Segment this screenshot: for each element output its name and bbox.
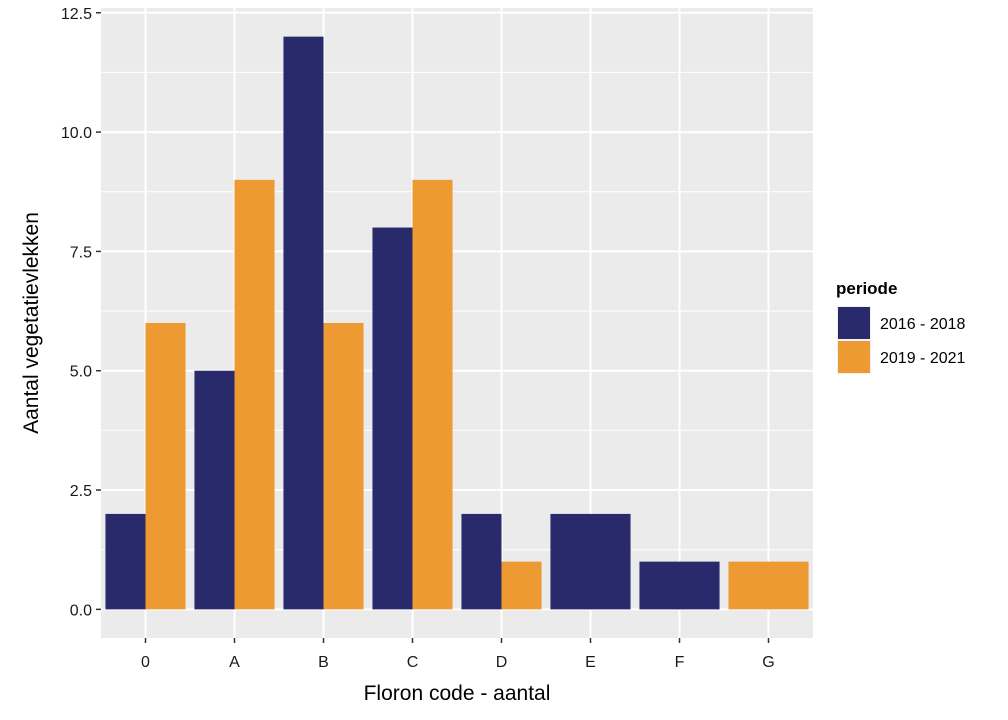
x-axis: 0 A B C D E F G bbox=[141, 638, 775, 671]
x-tick-label: A bbox=[229, 654, 240, 671]
y-tick-label: 10.0 bbox=[61, 125, 92, 142]
bar-C-2019-2021 bbox=[412, 179, 453, 610]
y-axis-title: Aantal vegetatievlekken bbox=[20, 212, 43, 434]
bar-E-2016-2018 bbox=[550, 513, 631, 610]
legend-label: 2016 - 2018 bbox=[880, 316, 966, 333]
x-tick-label: D bbox=[496, 654, 508, 671]
x-axis-title: Floron code - aantal bbox=[364, 682, 551, 705]
y-tick-label: 2.5 bbox=[70, 483, 92, 500]
y-tick-label: 7.5 bbox=[70, 244, 92, 261]
bar-A-2019-2021 bbox=[234, 179, 275, 610]
legend-label: 2019 - 2021 bbox=[880, 350, 966, 367]
x-tick-label: E bbox=[585, 654, 596, 671]
bar-0-2016-2018 bbox=[105, 513, 146, 610]
bar-C-2016-2018 bbox=[372, 227, 413, 610]
bar-A-2016-2018 bbox=[194, 370, 235, 610]
bar-B-2016-2018 bbox=[283, 36, 324, 610]
bar-D-2016-2018 bbox=[461, 513, 502, 610]
legend-title: periode bbox=[836, 279, 897, 298]
x-tick-label: 0 bbox=[141, 654, 150, 671]
x-tick-label: G bbox=[762, 654, 774, 671]
y-axis: 0.0 2.5 5.0 7.5 10.0 12.5 bbox=[61, 6, 101, 619]
legend-swatch bbox=[838, 307, 870, 339]
bar-0-2019-2021 bbox=[145, 323, 186, 610]
bar-G-2019-2021 bbox=[728, 561, 809, 610]
x-tick-label: C bbox=[407, 654, 419, 671]
legend-swatch bbox=[838, 341, 870, 373]
y-tick-label: 0.0 bbox=[70, 602, 92, 619]
bar-B-2019-2021 bbox=[323, 323, 364, 610]
x-tick-label: F bbox=[675, 654, 685, 671]
bar-D-2019-2021 bbox=[501, 561, 542, 610]
y-tick-label: 12.5 bbox=[61, 6, 92, 23]
x-tick-label: B bbox=[318, 654, 329, 671]
legend: periode 2016 - 2018 2019 - 2021 bbox=[836, 279, 966, 374]
y-tick-label: 5.0 bbox=[70, 364, 92, 381]
bars bbox=[105, 36, 809, 610]
bar-F-2016-2018 bbox=[639, 561, 720, 610]
